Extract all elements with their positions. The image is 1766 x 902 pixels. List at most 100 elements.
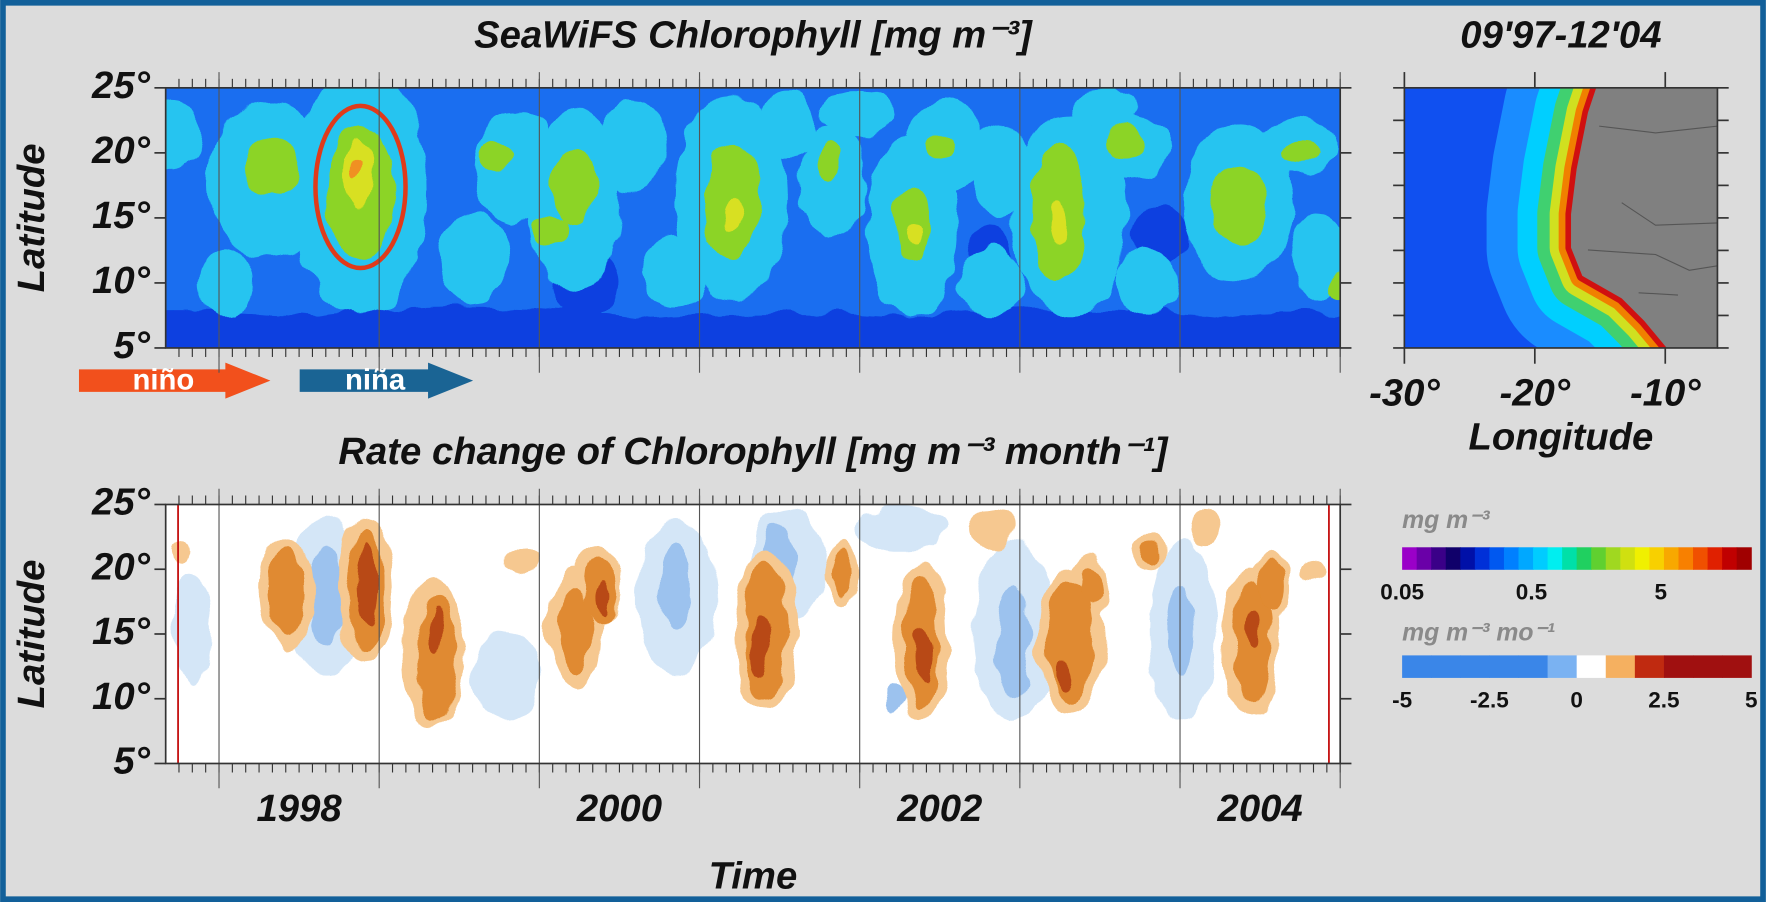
contour-patch: [1188, 512, 1222, 547]
x-tick-label: 2004: [1217, 787, 1303, 830]
contour-patch: [309, 546, 344, 648]
colorbar-segment: [1634, 547, 1650, 570]
nino-label: niño: [133, 364, 195, 396]
contour-patch: [1080, 565, 1105, 606]
nina-arrow: [299, 362, 474, 399]
colorbar-tick-label: 0.05: [1380, 579, 1424, 604]
contour-patch: [429, 608, 445, 654]
colorbar-segment: [1431, 655, 1461, 678]
colorbar-segment: [1707, 547, 1723, 570]
contour-patch: [1171, 585, 1194, 676]
colorbar-segment: [1605, 655, 1636, 678]
contour-patch: [596, 101, 665, 192]
contour-patch: [557, 585, 592, 676]
contour-patch: [751, 619, 770, 676]
colorbar-tick-label: -2.5: [1470, 688, 1509, 713]
panel-title: 09'97-12'04: [1460, 13, 1661, 56]
contour-patch: [855, 506, 947, 552]
colorbar-tick-label: 0: [1570, 688, 1583, 713]
contour-patch: [914, 624, 933, 682]
contour-patch: [642, 236, 710, 305]
contour-patch: [174, 574, 209, 687]
y-tick-label: 5°: [113, 740, 150, 783]
contour-layer: [242, 123, 1341, 301]
y-tick-label: 10°: [92, 259, 151, 302]
colorbar-segment: [1547, 655, 1578, 678]
y-tick-label: 25°: [91, 64, 151, 107]
contour-layer: [350, 159, 362, 178]
highlight-ellipse: [313, 103, 408, 271]
colorbar-title: mg m⁻³: [1402, 507, 1490, 534]
contour-patch: [1246, 610, 1261, 651]
contour-patch: [832, 551, 853, 597]
colorbar-tick-label: 5: [1745, 688, 1758, 713]
colorbar-segment: [1460, 547, 1476, 570]
contour-patch: [1140, 540, 1159, 564]
colorbar-segment: [1547, 547, 1563, 570]
y-tick-label: 20°: [91, 129, 151, 172]
x-axis-label: Longitude: [1468, 415, 1653, 458]
colorbar-segment: [1576, 655, 1607, 678]
nino-arrow: [78, 362, 271, 399]
colorbar-tick-label: 2.5: [1648, 688, 1679, 713]
contour-patch: [1114, 247, 1183, 316]
panel-frame: [1403, 86, 1719, 349]
contour-patch: [957, 247, 1025, 316]
contour-patch: [165, 101, 203, 169]
colorbar-segment: [1634, 655, 1665, 678]
contour-patch: [1055, 662, 1074, 690]
colorbar-segment: [1663, 547, 1680, 570]
colorbar-segment: [1562, 547, 1578, 570]
contour-patch: [510, 549, 538, 577]
x-tick-label: -20°: [1500, 371, 1571, 414]
contour-patch: [350, 159, 362, 178]
y-tick-label: 5°: [113, 324, 150, 367]
contour-patch: [884, 686, 903, 710]
colorbar-segment: [1402, 655, 1432, 678]
contour-patch: [242, 140, 299, 198]
colorbar-tick-label: -5: [1392, 688, 1412, 713]
contour-patch: [723, 197, 742, 231]
rate-field: [165, 504, 1341, 764]
colorbar-segment: [1431, 547, 1447, 570]
contour-patch: [905, 222, 920, 250]
colorbar-segment: [1402, 547, 1418, 570]
contour-patch: [1210, 163, 1267, 243]
colorbar-segment: [1736, 547, 1752, 570]
contour-patch: [1182, 313, 1341, 348]
y-tick-label: 10°: [92, 675, 151, 718]
contour-patch: [478, 144, 513, 172]
panel-frame: [164, 86, 1342, 349]
x-tick-label: -10°: [1630, 371, 1701, 414]
contour-patch: [760, 90, 817, 158]
contour-patch: [658, 540, 693, 631]
colorbar-segment: [1620, 547, 1636, 570]
panel-title: SeaWiFS Chlorophyll [mg m⁻³]: [474, 13, 1033, 56]
colorbar-segment: [1591, 547, 1607, 570]
contour-patch: [1331, 273, 1341, 301]
colorbar-segment: [1678, 547, 1694, 570]
contour-patch: [816, 140, 840, 186]
contour-patch: [926, 135, 954, 158]
colorbar-segment: [1489, 547, 1505, 570]
contour-patch: [996, 585, 1031, 699]
contour-patch: [357, 546, 376, 625]
colorbar-segment: [1649, 547, 1665, 570]
x-tick-label: 2002: [896, 787, 982, 830]
contour-patch: [1300, 557, 1324, 580]
colorbar-segment: [1445, 547, 1461, 570]
contour-patch: [535, 213, 569, 248]
y-tick-label: 25°: [91, 481, 151, 524]
contour-patch: [1280, 140, 1322, 164]
colorbar-segment: [1518, 655, 1549, 678]
contour-patch: [844, 308, 1296, 348]
colorbar-segment: [1693, 547, 1709, 570]
y-tick-label: 15°: [92, 610, 151, 653]
contour-patch: [416, 596, 458, 721]
colorbar-segment: [1533, 547, 1549, 570]
colorbar-segment: [1663, 655, 1694, 678]
colorbar-segment: [1722, 655, 1752, 678]
colorbar-segment: [1722, 547, 1738, 570]
